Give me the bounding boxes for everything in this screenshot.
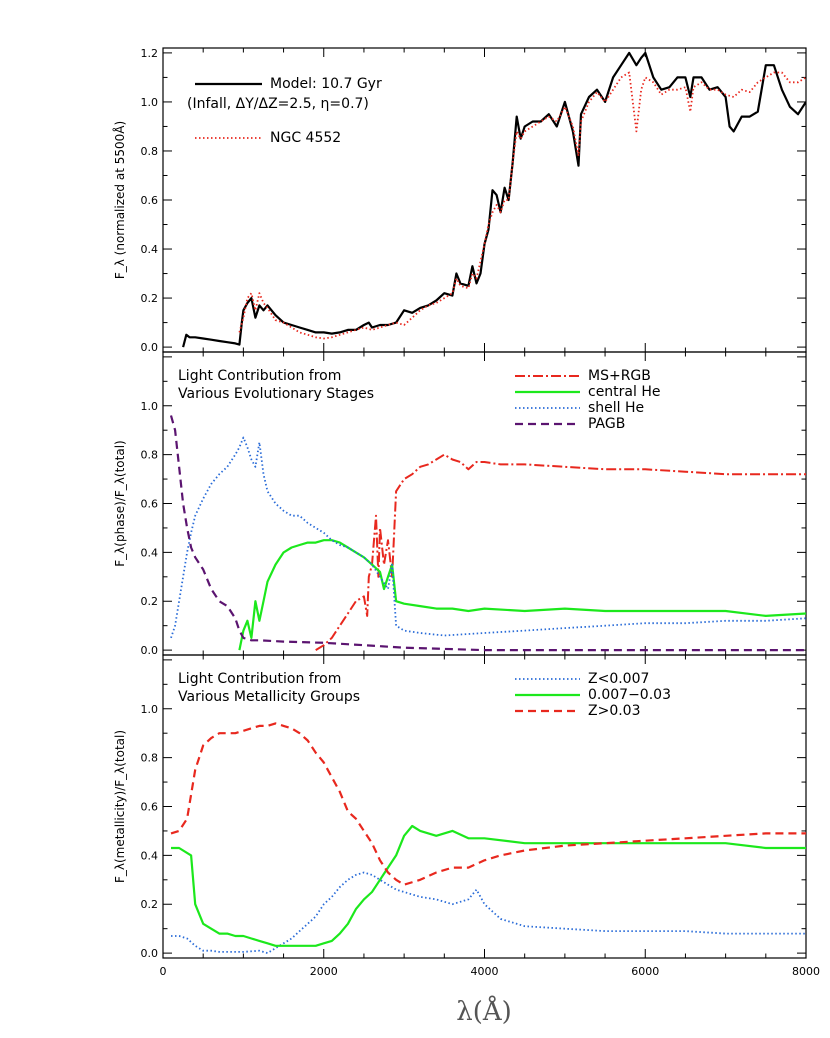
x-tick-label: 8000: [792, 965, 820, 978]
legend-label: shell He: [588, 400, 644, 416]
y-tick-label: 1.0: [141, 703, 159, 716]
x-axis-label: λ(Å): [456, 995, 512, 1027]
y-tick-label: 1.2: [141, 47, 159, 60]
y-tick-label: 0.8: [141, 145, 159, 158]
y-tick-label: 0.2: [141, 292, 159, 305]
series-line-bottom-2: [170, 722, 806, 886]
legend-label: Z<0.007: [588, 671, 649, 687]
y-tick-label: 1.0: [141, 400, 159, 413]
series-line-top-0: [182, 51, 806, 348]
series-line-middle-1: [238, 539, 806, 651]
series-line-top-1: [238, 71, 806, 340]
y-tick-label: 0.8: [141, 449, 159, 462]
x-tick-label: 2000: [310, 965, 338, 978]
legend-label: NGC 4552: [270, 130, 341, 146]
y-tick-label: 0.4: [141, 546, 159, 559]
panel-top: 0.0 0.2 0.4 0.6 0.8 1.0 1.2 F_λ (normalized at …: [112, 47, 807, 354]
legend-label: 0.007−0.03: [588, 687, 671, 703]
legend-label: Z>0.03: [588, 703, 641, 719]
series-line-middle-0: [315, 453, 806, 651]
y-axis-label: F_λ(metallicity)/F_λ(total): [113, 730, 127, 883]
legend-label: MS+RGB: [588, 368, 651, 384]
panel-annotation: Various Evolutionary Stages: [178, 386, 374, 402]
legend-label: Model: 10.7 Gyr: [270, 76, 382, 92]
series-line-middle-2: [170, 436, 806, 639]
y-tick-label: 0.0: [141, 341, 159, 354]
series-line-bottom-1: [171, 824, 806, 947]
series-line-bottom-0: [171, 871, 806, 954]
y-axis-label: F_λ(phase)/F_λ(total): [113, 440, 127, 566]
x-tick-label: 0: [160, 965, 167, 978]
y-tick-label: 0.6: [141, 194, 159, 207]
panel-annotation: Light Contribution from: [178, 671, 341, 687]
y-tick-label: 0.2: [141, 898, 159, 911]
x-tick-label: 6000: [631, 965, 659, 978]
y-tick-label: 0.0: [141, 947, 159, 960]
legend-label: central He: [588, 384, 661, 400]
y-tick-label: 0.4: [141, 849, 159, 862]
y-tick-label: 0.8: [141, 752, 159, 765]
panel-middle: 0.0 0.2 0.4 0.6 0.8 1.0 F_λ(phase)/F_λ(total) L…: [113, 351, 807, 657]
panel-bottom: 0.0 0.2 0.4 0.6 0.8 1.0 0 2000 4000 6000 8000 F_λ(m…: [113, 654, 820, 1027]
y-tick-label: 0.6: [141, 801, 159, 814]
legend-label: PAGB: [588, 416, 625, 432]
x-tick-label: 4000: [471, 965, 499, 978]
y-tick-label: 1.0: [141, 96, 159, 109]
y-axis-label: F_λ (normalized at 5500Å): [112, 121, 127, 279]
panel-annotation: Various Metallicity Groups: [178, 689, 360, 705]
series-line-middle-3: [169, 415, 806, 652]
y-tick-label: 0.0: [141, 644, 159, 657]
panel-annotation: Light Contribution from: [178, 368, 341, 384]
y-tick-label: 0.4: [141, 243, 159, 256]
legend-label-detail: (Infall, ΔY/ΔZ=2.5, η=0.7): [187, 96, 369, 112]
y-tick-label: 0.2: [141, 595, 159, 608]
y-tick-label: 0.6: [141, 498, 159, 511]
